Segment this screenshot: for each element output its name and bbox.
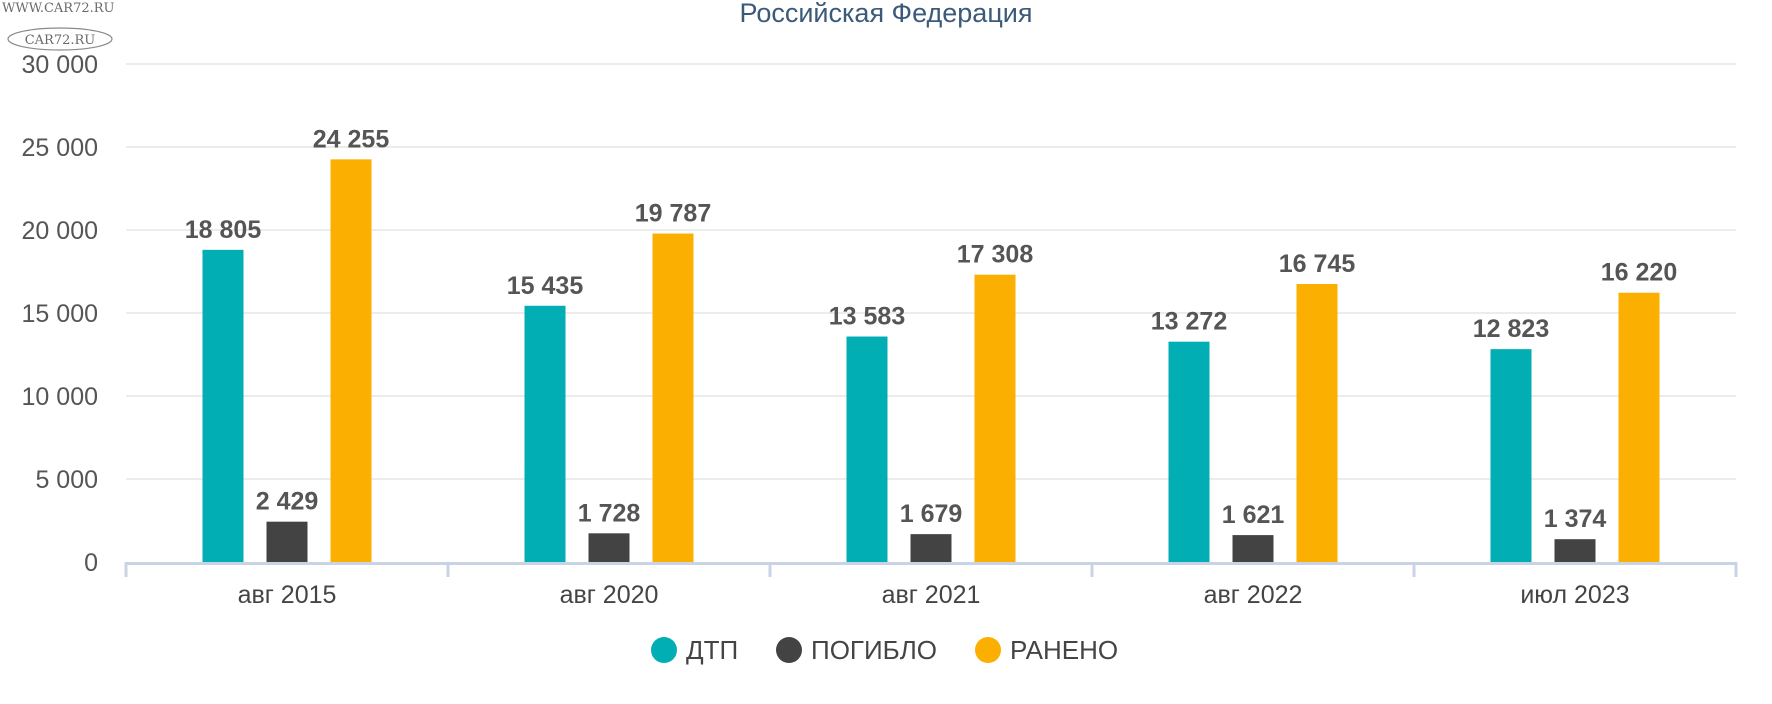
gridlines: [126, 63, 1736, 480]
y-tick-label: 20 000: [22, 217, 98, 245]
y-tick-label: 5 000: [35, 466, 98, 494]
bar: [330, 159, 372, 562]
legend-marker: [975, 637, 1001, 663]
y-axis-ticks: 0 5 000 10 000 15 000 20 000 25 000 30 000: [22, 51, 98, 577]
bar: [1232, 535, 1274, 562]
watermark: WWW.CAR72.RU CAR72.RU: [2, 1, 115, 51]
watermark-url: WWW.CAR72.RU: [2, 1, 115, 16]
data-label: 1 679: [900, 500, 963, 528]
data-label: 17 308: [957, 241, 1034, 269]
legend-label: РАНЕНО: [1010, 635, 1118, 665]
data-label: 24 255: [313, 125, 390, 153]
bar: [1168, 341, 1210, 562]
bar: [910, 534, 952, 562]
data-labels: 18 805 2 429 24 255 15 435 1 728 19 787 13 583…: [185, 125, 1677, 533]
bar: [1296, 284, 1338, 562]
watermark-logo-text: CAR72.RU: [25, 33, 96, 48]
bar: [266, 521, 308, 562]
legend-marker: [776, 637, 802, 663]
x-tick-label: июл 2023: [1520, 581, 1629, 609]
legend-label: ДТП: [686, 635, 738, 665]
legend: ДТП ПОГИБЛО РАНЕНО: [651, 635, 1118, 665]
x-tick-label: авг 2022: [1204, 581, 1303, 609]
data-label: 2 429: [256, 488, 319, 516]
bar: [974, 274, 1016, 562]
bar: [846, 336, 888, 562]
y-tick-label: 25 000: [22, 134, 98, 162]
data-label: 18 805: [185, 216, 262, 244]
bars: [202, 159, 1660, 562]
data-label: 19 787: [635, 200, 711, 228]
data-label: 16 745: [1279, 250, 1356, 278]
data-label: 1 374: [1544, 505, 1607, 533]
data-label: 13 272: [1151, 308, 1227, 336]
data-label: 13 583: [829, 303, 905, 331]
x-tick-label: авг 2021: [882, 581, 981, 609]
y-tick-label: 0: [84, 549, 98, 577]
y-tick-label: 15 000: [22, 300, 98, 328]
bar: [524, 305, 566, 562]
data-label: 15 435: [507, 272, 584, 300]
x-tick-label: авг 2015: [238, 581, 337, 609]
x-tick-label: авг 2020: [560, 581, 659, 609]
bar: [1554, 539, 1596, 562]
y-tick-label: 10 000: [22, 383, 98, 411]
bar: [652, 233, 694, 562]
legend-label: ПОГИБЛО: [811, 635, 937, 665]
bar: [1490, 349, 1532, 562]
data-label: 1 728: [578, 499, 641, 527]
bar: [202, 249, 244, 562]
data-label: 1 621: [1222, 501, 1285, 529]
legend-marker: [651, 637, 677, 663]
data-label: 16 220: [1601, 259, 1677, 287]
bar: [588, 533, 630, 562]
y-tick-label: 30 000: [22, 51, 98, 79]
bar: [1618, 292, 1660, 562]
x-axis: авг 2015 авг 2020 авг 2021 авг 2022 июл 2023: [124, 562, 1738, 609]
watermark-logo-oval: [7, 27, 113, 51]
data-label: 12 823: [1473, 315, 1549, 343]
chart-title: Российская Федерация: [740, 0, 1033, 28]
